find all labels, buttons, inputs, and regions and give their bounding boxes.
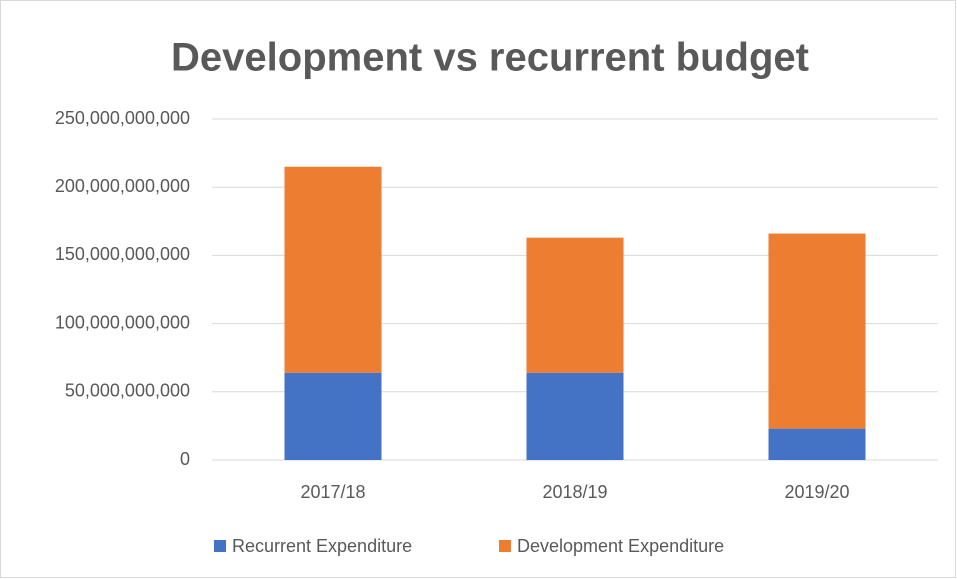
legend-swatch	[214, 540, 226, 552]
legend-label: Development Expenditure	[517, 536, 724, 556]
x-tick-label: 2019/20	[784, 482, 849, 502]
y-tick-label: 200,000,000,000	[55, 176, 190, 196]
bar-segment	[768, 233, 866, 429]
y-tick-label: 100,000,000,000	[55, 312, 190, 332]
x-tick-label: 2018/19	[542, 482, 607, 502]
bar-segment	[284, 166, 382, 373]
chart-title: Development vs recurrent budget	[171, 36, 809, 80]
y-tick-label: 250,000,000,000	[55, 108, 190, 128]
y-tick-label: 150,000,000,000	[55, 244, 190, 264]
y-tick-label: 50,000,000,000	[65, 381, 190, 401]
bar-segment	[526, 237, 624, 373]
legend-label: Recurrent Expenditure	[232, 536, 412, 556]
x-tick-label: 2017/18	[300, 482, 365, 502]
y-tick-label: 0	[180, 449, 190, 469]
bar-segment	[284, 372, 382, 460]
bar-segment	[526, 372, 624, 460]
legend-swatch	[499, 540, 511, 552]
bar-segment	[768, 428, 866, 460]
